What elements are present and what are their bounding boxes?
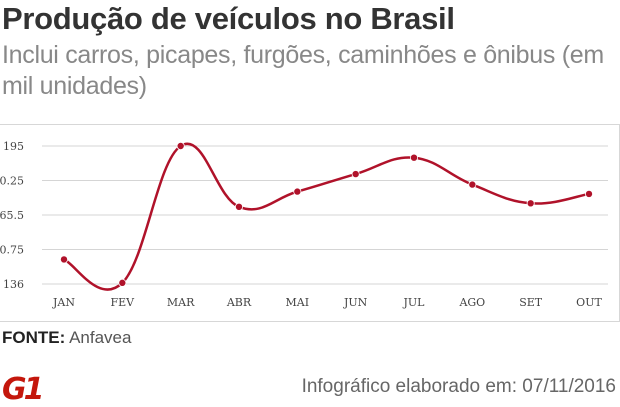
x-tick-label-out: OUT (576, 296, 602, 309)
data-point-abr[interactable] (234, 202, 243, 211)
y-tick-label: 180.25 (0, 175, 24, 188)
g1-logo: G1 (2, 372, 45, 402)
chart-title: Produção de veículos no Brasil (2, 1, 455, 36)
y-tick-label: 136 (3, 278, 24, 291)
x-tick-label-mar: MAR (167, 296, 195, 309)
g1-logo-text: G1 (2, 372, 42, 402)
data-point-set[interactable] (526, 199, 535, 208)
data-point-fev[interactable] (118, 278, 127, 287)
data-point-mai[interactable] (293, 187, 302, 196)
x-tick-label-jan: JAN (52, 296, 75, 309)
data-points-layer (60, 141, 594, 287)
x-tick-label-set: SET (519, 296, 543, 309)
y-tick-label: 150.75 (0, 244, 24, 257)
data-point-jul[interactable] (409, 153, 418, 162)
data-point-jun[interactable] (351, 170, 360, 179)
source-label: FONTE: (2, 328, 66, 347)
x-tick-label-jun: JUN (343, 296, 368, 309)
data-point-mar[interactable] (176, 141, 185, 150)
grid-layer (42, 145, 608, 285)
x-tick-label-abr: ABR (226, 296, 252, 309)
series-line (62, 142, 591, 291)
data-point-out[interactable] (585, 189, 594, 198)
y-tick-label: 165.5 (0, 209, 24, 222)
x-axis-labels: JAN FEV MAR ABR MAI JUN JUL AGO SET OUT (52, 296, 602, 309)
x-tick-label-mai: MAI (286, 296, 310, 309)
x-tick-label-ago: AGO (458, 296, 485, 309)
x-tick-label-jul: JUL (403, 296, 426, 309)
credit-text: Infográfico elaborado em: 07/11/2016 (301, 376, 616, 397)
source-note: FONTE: Anfavea (2, 328, 131, 348)
x-tick-label-fev: FEV (111, 296, 136, 309)
y-tick-label: 195 (3, 140, 24, 153)
data-point-ago[interactable] (468, 180, 477, 189)
source-value: Anfavea (69, 328, 132, 347)
data-point-jan[interactable] (60, 255, 69, 264)
series-line-layer (62, 142, 591, 291)
y-axis-labels: 136 150.75 165.5 180.25 195 (0, 140, 24, 291)
chart-subtitle: Inclui carros, picapes, furgões, caminhõ… (2, 41, 604, 100)
